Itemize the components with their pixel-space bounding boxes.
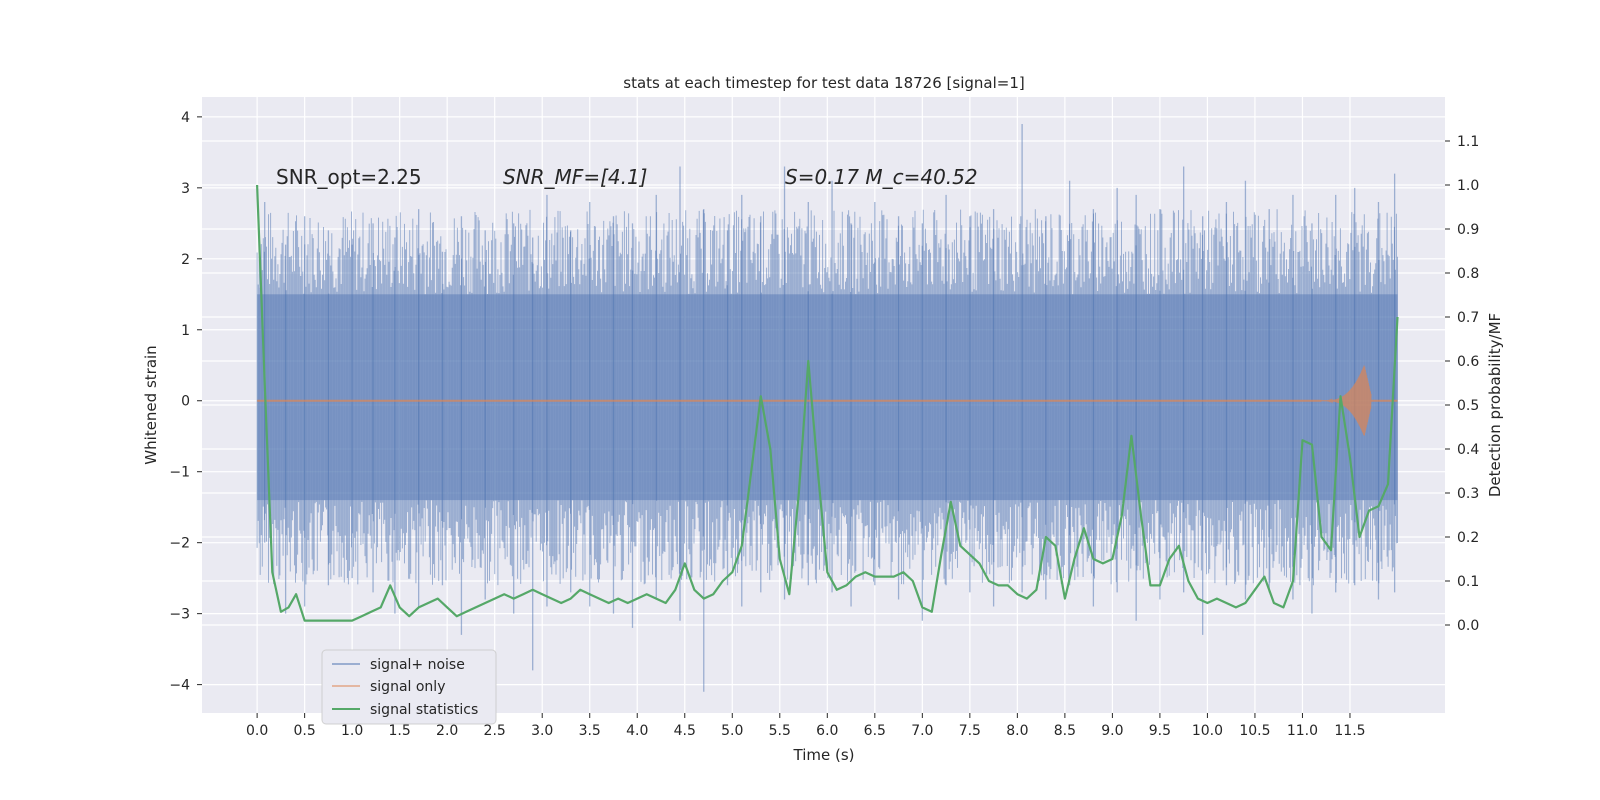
y-tick-label-left: −2: [169, 536, 190, 552]
x-tick-label: 4.5: [674, 723, 696, 739]
legend-label-signal-statistics: signal statistics: [370, 702, 478, 718]
x-axis-label: Time (s): [793, 746, 855, 764]
x-tick-label: 2.5: [484, 723, 506, 739]
y-tick-label-right: 0.4: [1457, 442, 1479, 458]
y-tick-label-left: 0: [181, 394, 190, 410]
y-tick-label-right: 0.3: [1457, 486, 1479, 502]
x-tick-label: 10.0: [1192, 723, 1223, 739]
x-tick-label: 4.0: [626, 723, 648, 739]
x-tick-label: 3.5: [579, 723, 601, 739]
right-axis: 0.0 0.1 0.2 0.3 0.4 0.5 0.6 0.7 0.8 0.9 1.0 1.1: [1445, 134, 1479, 634]
chart-title: stats at each timestep for test data 187…: [623, 74, 1024, 92]
annotation-snr-opt: SNR_opt=2.25: [276, 165, 422, 189]
x-tick-label: 1.0: [341, 723, 363, 739]
x-tick-label: 11.5: [1334, 723, 1365, 739]
x-tick-label: 6.0: [816, 723, 838, 739]
x-tick-label: 7.5: [959, 723, 981, 739]
statistics-line: [256, 184, 1399, 622]
x-tick-label: 0.5: [294, 723, 316, 739]
y-tick-label-left: −4: [169, 678, 190, 694]
y-tick-label-left: 4: [181, 110, 190, 126]
series-layer: [256, 123, 1399, 692]
annotation-s-mc: S=0.17 M_c=40.52: [785, 165, 978, 189]
x-tick-label: 3.0: [531, 723, 553, 739]
x-tick-label: 0.0: [246, 723, 268, 739]
y-tick-label-right: 1.0: [1457, 178, 1479, 194]
x-tick-label: 11.0: [1287, 723, 1318, 739]
legend-label-signal-noise: signal+ noise: [370, 657, 465, 673]
x-tick-label: 9.0: [1101, 723, 1123, 739]
y-tick-label-right: 0.5: [1457, 398, 1479, 414]
y-tick-label-left: 1: [181, 323, 190, 339]
signal-chirp: [1321, 365, 1372, 436]
y-tick-label-left: 3: [181, 181, 190, 197]
legend: signal+ noise signal only signal statist…: [321, 649, 497, 725]
series-signal-statistics: [256, 184, 1399, 622]
y-tick-label-left: 2: [181, 252, 190, 268]
y-tick-label-right: 0.6: [1457, 354, 1479, 370]
y-axis-label-left: Whitened strain: [142, 345, 160, 464]
annotation-snr-mf: SNR_MF=[4.1]: [503, 165, 647, 189]
left-axis: −4 −3 −2 −1 0 1 2 3 4: [169, 110, 202, 694]
x-tick-label: 2.0: [436, 723, 458, 739]
y-tick-label-right: 0.0: [1457, 618, 1479, 634]
y-tick-label-left: −3: [169, 607, 190, 623]
y-tick-label-right: 0.1: [1457, 574, 1479, 590]
x-tick-label: 7.0: [911, 723, 933, 739]
series-signal-noise: [256, 123, 1398, 692]
y-tick-label-left: −1: [169, 465, 190, 481]
y-tick-label-right: 0.8: [1457, 266, 1479, 282]
y-tick-label-right: 1.1: [1457, 134, 1479, 150]
noise-trace: [256, 209, 1398, 586]
x-tick-label: 1.5: [389, 723, 411, 739]
x-tick-label: 9.5: [1149, 723, 1171, 739]
x-tick-label: 6.5: [864, 723, 886, 739]
x-tick-label: 10.5: [1239, 723, 1270, 739]
y-axis-label-right: Detection probability/MF: [1486, 313, 1504, 497]
x-tick-label: 5.0: [721, 723, 743, 739]
x-tick-label: 5.5: [769, 723, 791, 739]
y-tick-label-right: 0.7: [1457, 310, 1479, 326]
x-tick-label: 8.5: [1054, 723, 1076, 739]
y-tick-label-right: 0.2: [1457, 530, 1479, 546]
x-axis: 0.0 0.5 1.0 1.5 2.0 2.5 3.0 3.5 4.0 4.5 5.0 5.5 6.0 6…: [246, 713, 1366, 739]
legend-label-signal-only: signal only: [370, 679, 445, 695]
x-tick-label: 8.0: [1006, 723, 1028, 739]
y-tick-label-right: 0.9: [1457, 222, 1479, 238]
legend-box: [321, 649, 497, 725]
